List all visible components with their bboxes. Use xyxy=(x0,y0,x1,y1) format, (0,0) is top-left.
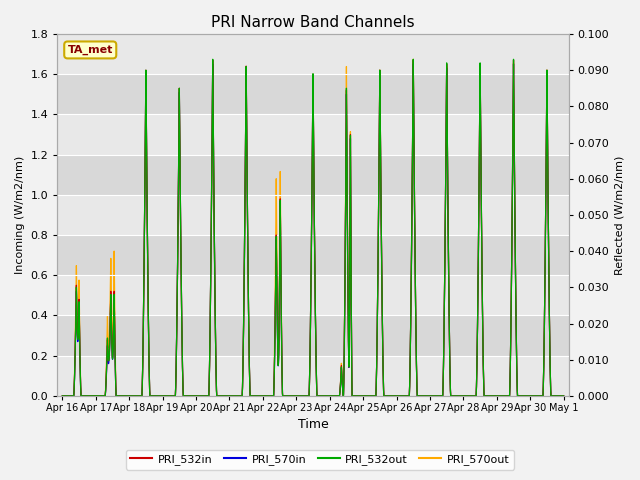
PRI_570in xyxy=(284,393,292,399)
Y-axis label: Reflected (W/m2/nm): Reflected (W/m2/nm) xyxy=(615,155,625,275)
Y-axis label: Incoming (W/m2/nm): Incoming (W/m2/nm) xyxy=(15,156,25,274)
PRI_532out xyxy=(378,313,386,319)
PRI_532out xyxy=(508,240,516,246)
Bar xyxy=(58,114,569,155)
Bar xyxy=(58,356,569,396)
PRI_532out xyxy=(209,57,216,62)
PRI_570out xyxy=(559,393,566,399)
Text: TA_met: TA_met xyxy=(68,45,113,55)
PRI_570out xyxy=(410,57,417,62)
PRI_570out xyxy=(284,393,292,399)
PRI_570in xyxy=(209,61,216,67)
Bar xyxy=(58,235,569,275)
Bar xyxy=(58,74,569,114)
PRI_532in xyxy=(494,393,502,399)
PRI_570out xyxy=(553,393,561,399)
Legend: PRI_532in, PRI_570in, PRI_532out, PRI_570out: PRI_532in, PRI_570in, PRI_532out, PRI_57… xyxy=(126,450,514,469)
PRI_532in xyxy=(508,240,516,246)
Bar xyxy=(58,275,569,315)
Bar xyxy=(58,195,569,235)
PRI_570in xyxy=(559,393,566,399)
PRI_532out xyxy=(284,393,292,399)
Line: PRI_570out: PRI_570out xyxy=(62,60,564,396)
PRI_532in xyxy=(209,57,216,63)
PRI_532in xyxy=(553,393,561,399)
PRI_532out xyxy=(553,393,561,399)
Bar xyxy=(58,34,569,74)
Title: PRI Narrow Band Channels: PRI Narrow Band Channels xyxy=(211,15,415,30)
PRI_570in xyxy=(378,314,386,320)
PRI_532out xyxy=(559,393,566,399)
PRI_532out xyxy=(494,393,502,399)
PRI_570out xyxy=(378,311,386,316)
PRI_570in xyxy=(553,393,561,399)
PRI_532out xyxy=(560,393,568,399)
PRI_532in xyxy=(284,393,292,399)
PRI_532out xyxy=(58,393,66,399)
Line: PRI_532in: PRI_532in xyxy=(62,60,564,396)
Bar xyxy=(58,155,569,195)
PRI_570in xyxy=(508,242,516,248)
PRI_532in xyxy=(559,393,566,399)
Bar xyxy=(58,315,569,356)
PRI_570out xyxy=(58,393,66,399)
PRI_532in xyxy=(560,393,568,399)
PRI_570out xyxy=(494,393,502,399)
PRI_570out xyxy=(508,241,516,247)
PRI_532in xyxy=(58,393,66,399)
PRI_570out xyxy=(560,393,568,399)
X-axis label: Time: Time xyxy=(298,419,328,432)
PRI_570in xyxy=(58,393,66,399)
PRI_532in xyxy=(378,313,386,319)
Line: PRI_570in: PRI_570in xyxy=(62,64,564,396)
PRI_570in xyxy=(560,393,568,399)
Line: PRI_532out: PRI_532out xyxy=(62,60,564,396)
PRI_570in xyxy=(494,393,502,399)
